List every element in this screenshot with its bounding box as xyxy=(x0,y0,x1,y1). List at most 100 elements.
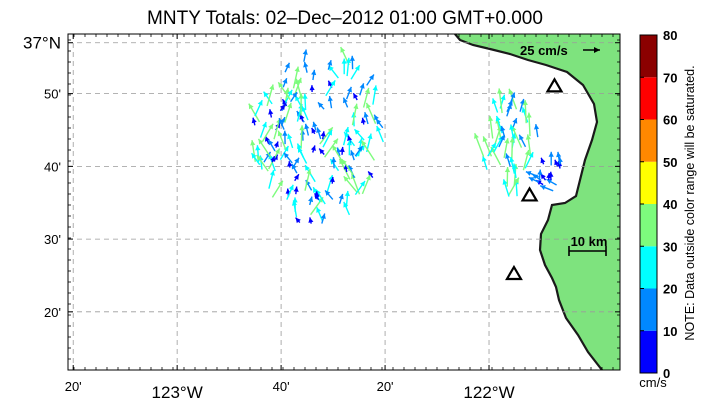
current-vector-head xyxy=(343,97,348,104)
colorbar-tick-label: 0 xyxy=(663,366,670,381)
current-vector-head xyxy=(359,145,365,151)
current-vector-head xyxy=(349,55,355,61)
current-vector-head xyxy=(351,112,357,118)
scale-vector-label: 25 cm/s xyxy=(520,43,568,58)
current-vector-head xyxy=(285,62,290,69)
current-vector-head xyxy=(504,167,511,173)
current-vector-head xyxy=(268,139,274,146)
current-vector-head xyxy=(308,196,314,203)
colorbar-band xyxy=(640,77,657,120)
current-vector-head xyxy=(298,93,304,99)
lat-tick-label: 40' xyxy=(44,159,61,174)
current-vector-head xyxy=(354,65,360,71)
current-vector-head xyxy=(330,80,336,86)
current-vector-head xyxy=(360,181,365,187)
current-vector-head xyxy=(540,157,546,164)
current-vector-head xyxy=(509,124,515,130)
colorbar: 0 10 20 30 40 50 60 70 80 xyxy=(639,28,677,381)
current-vector-head xyxy=(319,148,325,155)
colorbar-band xyxy=(640,119,657,162)
current-vector-head xyxy=(507,100,513,106)
lon-tick-label: 20' xyxy=(65,379,82,394)
colorbar-tick-label: 60 xyxy=(663,113,677,128)
lat-lon-grid xyxy=(68,34,620,370)
current-vector-head xyxy=(282,78,288,84)
current-vector-head xyxy=(534,124,540,130)
current-vector-head xyxy=(338,193,344,200)
current-vector-head xyxy=(343,201,349,208)
current-vector-head xyxy=(519,99,525,105)
current-vector-head xyxy=(341,58,347,64)
colorbar-tick-label: 40 xyxy=(663,197,677,212)
current-vector-head xyxy=(280,104,286,110)
current-vector-head xyxy=(287,133,293,140)
current-vector-head xyxy=(376,126,382,132)
current-vector-head xyxy=(345,57,351,63)
current-vector-head xyxy=(528,177,535,182)
current-vector-head xyxy=(546,172,552,179)
current-vector-head xyxy=(316,207,322,213)
current-vector-head xyxy=(525,134,531,140)
current-vector-head xyxy=(282,99,288,105)
current-vector-head xyxy=(500,94,506,101)
current-vector-head xyxy=(327,130,332,136)
current-vector-head xyxy=(314,193,320,199)
current-vector-head xyxy=(268,109,274,115)
colorbar-unit: cm/s xyxy=(639,375,667,390)
current-vector-head xyxy=(268,123,274,130)
current-vector-head xyxy=(519,134,524,141)
current-vector-head xyxy=(273,141,279,148)
current-vector-head xyxy=(293,186,299,192)
current-vector-head xyxy=(497,88,503,94)
scale-bar-label: 10 km xyxy=(571,234,608,249)
current-vector-head xyxy=(509,137,515,143)
current-vector-head xyxy=(556,151,562,158)
scale-vector-arrowhead xyxy=(594,47,600,53)
current-vector-head xyxy=(343,176,349,182)
current-vector-head xyxy=(298,147,303,153)
current-vector-head xyxy=(278,82,284,88)
current-vector-head xyxy=(512,118,518,124)
current-vector-head xyxy=(277,130,283,137)
scale-vector: 25 cm/s xyxy=(520,43,600,58)
lat-tick-label: 50' xyxy=(44,87,61,102)
current-vector-head xyxy=(514,177,519,184)
current-vector-head xyxy=(357,146,363,152)
current-vector-head xyxy=(287,89,293,96)
current-vector-head xyxy=(491,142,496,149)
current-vector-head xyxy=(360,117,366,124)
current-vector-head xyxy=(340,47,346,53)
current-vector-head xyxy=(287,161,293,167)
current-vector-head xyxy=(283,152,289,159)
current-vector-head xyxy=(367,133,373,140)
current-vector-head xyxy=(353,103,359,110)
current-vector-head xyxy=(299,125,305,131)
current-vector-head xyxy=(500,125,506,132)
colorbar-band xyxy=(640,161,657,204)
current-vector-head xyxy=(491,98,497,104)
current-vector-head xyxy=(331,157,337,163)
colorbar-tick-label: 20 xyxy=(663,282,677,297)
current-vector-head xyxy=(495,115,501,122)
current-vector-head xyxy=(364,87,370,94)
coastline xyxy=(454,34,603,370)
current-vector-head xyxy=(295,217,301,224)
current-vector-head xyxy=(344,127,350,133)
current-vector-head xyxy=(320,131,326,137)
colorbar-band xyxy=(640,288,657,331)
current-vector-head xyxy=(532,174,538,180)
current-vector-head xyxy=(316,127,322,133)
current-vector-head xyxy=(548,171,554,177)
current-vector-head xyxy=(374,114,379,121)
current-vector-head xyxy=(540,173,546,180)
current-vector-head xyxy=(359,83,365,89)
current-vector-head xyxy=(294,66,300,72)
current-vector-head xyxy=(327,60,333,66)
current-vector-head xyxy=(366,102,371,109)
land-mass xyxy=(455,34,620,370)
current-vector-head xyxy=(526,112,532,118)
radar-stations xyxy=(505,77,564,281)
current-vector-head xyxy=(313,187,318,193)
map-title: MNTY Totals: 02–Dec–2012 01:00 GMT+0.000 xyxy=(147,8,543,29)
